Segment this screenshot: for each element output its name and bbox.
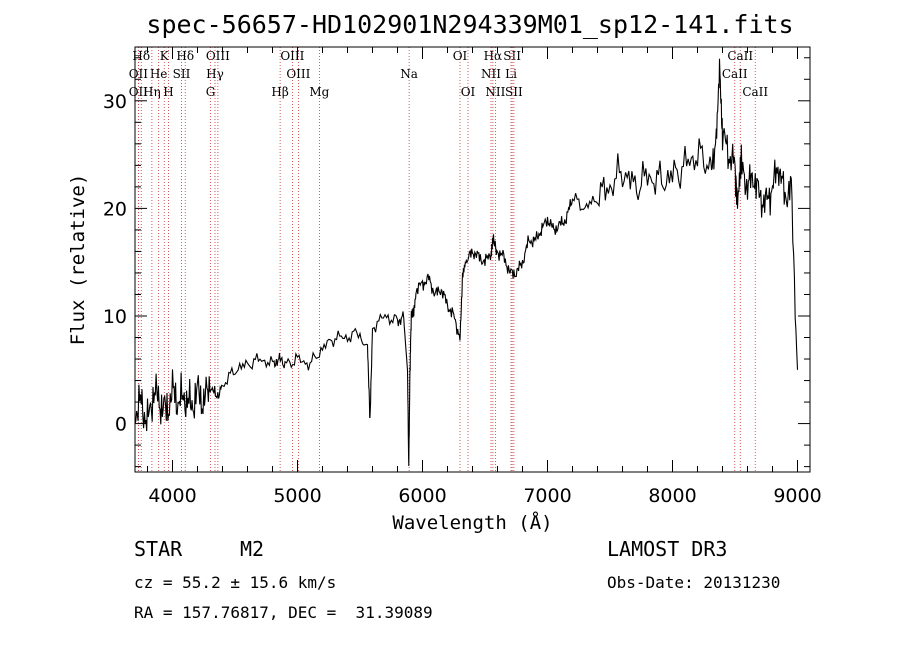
x-tick-label: 4000 — [148, 485, 196, 507]
y-tick-label: 20 — [103, 198, 127, 220]
spectral-line-label: G — [206, 85, 216, 99]
spectral-line-label: K — [160, 49, 170, 63]
spectral-line-label: NII — [481, 67, 501, 81]
x-tick-label: 9000 — [773, 485, 821, 507]
obs-date: Obs-Date: 20131230 — [607, 573, 781, 592]
spectral-line-label: SII — [173, 67, 191, 81]
spectrum-series-line — [134, 58, 799, 467]
spectral-line-label: CaII — [742, 85, 768, 99]
spectral-line-label: CaII — [722, 67, 748, 81]
spectral-line-label: Li — [505, 67, 517, 81]
spectral-line-label: SII — [505, 85, 523, 99]
spectral-line-label: Na — [400, 67, 418, 81]
redshift-text: cz = 55.2 ± 15.6 km/s — [134, 573, 337, 592]
spectral-line-label: CaII — [727, 49, 753, 63]
star-subclass: M2 — [240, 537, 265, 561]
spectral-line-label: SII — [503, 49, 521, 63]
spectral-line-label: OI — [461, 85, 476, 99]
y-tick-label: 0 — [115, 414, 127, 436]
spectral-line-label: OII — [129, 85, 149, 99]
y-tick-label: 30 — [103, 91, 127, 113]
spectral-line-label: Hδ — [176, 49, 194, 63]
spectral-line-label: Hγ — [206, 67, 224, 81]
spectral-line-label: OIII — [206, 49, 230, 63]
spectral-line-label: Hα — [484, 49, 503, 63]
x-tick-label: 6000 — [398, 485, 446, 507]
survey-name: LAMOST DR3 — [607, 537, 728, 561]
x-axis-label: Wavelength (Å) — [392, 511, 552, 534]
spectral-line-label: Hδ — [132, 49, 150, 63]
spectral-line-label: NII — [485, 85, 505, 99]
spectral-line-label: OIII — [286, 67, 310, 81]
chart-title: spec-56657-HD102901N294339M01_sp12-141.f… — [146, 10, 793, 39]
y-axis-label: Flux (relative) — [67, 174, 89, 346]
spectral-line-label: Hβ — [271, 85, 288, 99]
x-tick-label: 8000 — [648, 485, 696, 507]
coordinates-text: RA = 157.76817, DEC = 31.39089 — [134, 603, 433, 622]
plot-frame — [134, 46, 811, 473]
star-class: STAR — [134, 537, 183, 561]
x-tick-label: 7000 — [523, 485, 571, 507]
y-tick-label: 10 — [103, 306, 127, 328]
axis-ticks: 4000 5000 6000 7000 8000 9000 0 10 20 30 — [103, 47, 822, 507]
spectral-line-label: OIII — [280, 49, 304, 63]
spectral-line-label: OI — [453, 49, 468, 63]
spectral-line-label: H — [163, 85, 173, 99]
spectral-line-label: Hη — [143, 85, 161, 99]
spectral-line-label: Mg — [309, 85, 329, 99]
x-tick-label: 5000 — [273, 485, 321, 507]
spectral-line-label: He — [150, 67, 168, 81]
